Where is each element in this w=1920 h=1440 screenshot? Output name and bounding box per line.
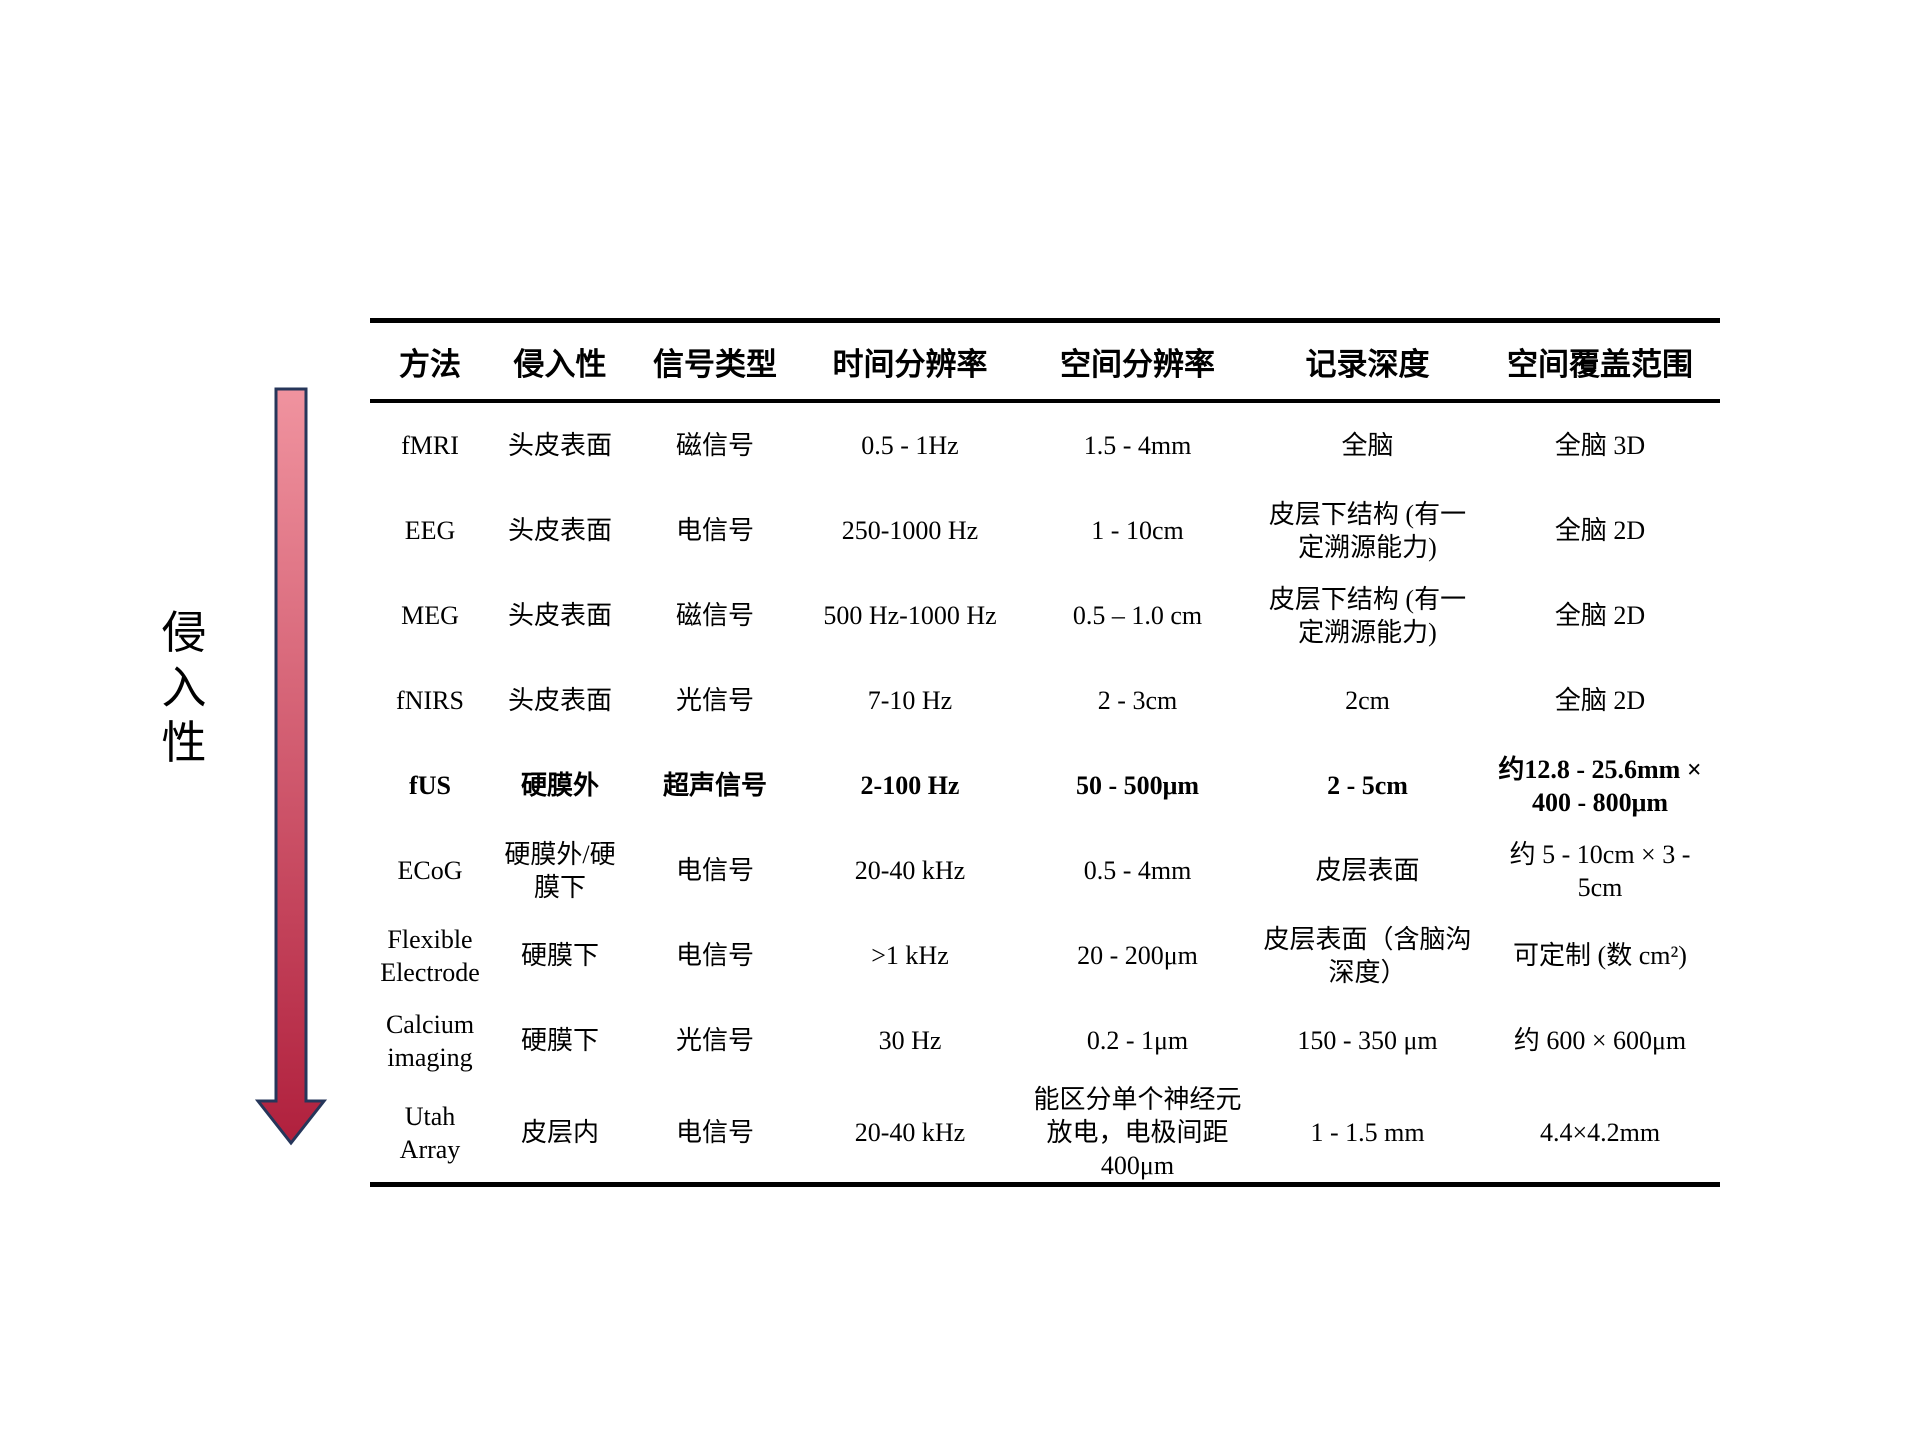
- table-cell: 电信号: [675, 941, 754, 970]
- table-cell: 250-1000 Hz: [841, 516, 979, 545]
- table-cell: 磁信号: [675, 601, 754, 630]
- table-cell: 4.4×4.2mm: [1539, 1118, 1661, 1147]
- table-cell: 硬膜下: [520, 941, 599, 970]
- table-cell: 可定制 (数 cm²): [1513, 941, 1687, 970]
- table-cell: 硬膜下: [520, 1026, 599, 1055]
- table-cell: 电信号: [675, 856, 754, 885]
- table-row-fmri: fMRI 头皮表面 磁信号 0.5 - 1Hz 1.5 - 4mm 全脑 全脑 …: [370, 401, 1720, 488]
- method-cell: Utah Array: [399, 1101, 461, 1164]
- table-cell: 0.5 – 1.0 cm: [1072, 601, 1203, 630]
- method-cell: fNIRS: [396, 686, 464, 715]
- table-row-flexible-electrode: Flexible Electrode 硬膜下 电信号 >1 kHz 20 - 2…: [370, 913, 1720, 998]
- table-cell: 约12.8 - 25.6mm × 400 - 800μm: [1498, 754, 1702, 817]
- table-cell: >1 kHz: [871, 941, 949, 970]
- table-cell: 皮层内: [520, 1118, 599, 1147]
- column-header-method: 方法: [370, 320, 490, 403]
- header-row: 方法 侵入性 信号类型 时间分辨率 空间分辨率 记录深度 空间覆盖范围: [370, 320, 1720, 403]
- table-row-fnirs: fNIRS 头皮表面 光信号 7-10 Hz 2 - 3cm 2cm 全脑 2D: [370, 658, 1720, 743]
- table-row-calcium-imaging: Calcium imaging 硬膜下 光信号 30 Hz 0.2 - 1μm …: [370, 998, 1720, 1083]
- method-cell: EEG: [404, 516, 456, 545]
- table-cell: 全脑 2D: [1554, 516, 1646, 545]
- table-cell: 20-40 kHz: [854, 856, 966, 885]
- table-cell: 光信号: [675, 686, 754, 715]
- table-row-ecog: ECoG 硬膜外/硬膜下 电信号 20-40 kHz 0.5 - 4mm 皮层表…: [370, 828, 1720, 913]
- table-cell: 0.5 - 4mm: [1083, 856, 1192, 885]
- table-cell: 1 - 10cm: [1091, 516, 1184, 545]
- table-cell: 皮层下结构 (有一定溯源能力): [1268, 499, 1467, 562]
- method-comparison-table: 方法 侵入性 信号类型 时间分辨率 空间分辨率 记录深度 空间覆盖范围 fMRI…: [370, 318, 1720, 1187]
- table-cell: 头皮表面: [507, 516, 612, 545]
- table-cell: 超声信号: [662, 771, 767, 800]
- table-cell: 硬膜外: [520, 771, 599, 800]
- table-cell: 2cm: [1345, 686, 1390, 715]
- invasiveness-axis-label: 侵入性: [161, 608, 207, 768]
- table-cell: 全脑 3D: [1554, 431, 1646, 460]
- column-header-spatial-coverage: 空间覆盖范围: [1480, 320, 1720, 403]
- table-cell: 150 - 350 μm: [1297, 1026, 1438, 1055]
- column-header-spatial-resolution: 空间分辨率: [1020, 320, 1255, 403]
- table-cell: 2 - 3cm: [1097, 686, 1178, 715]
- table-cell: 500 Hz-1000 Hz: [823, 601, 997, 630]
- table-cell: 皮层表面（含脑沟深度）: [1263, 924, 1472, 987]
- table-cell: 全脑 2D: [1554, 601, 1646, 630]
- table-cell: 7-10 Hz: [867, 686, 953, 715]
- table-cell: 1 - 1.5 mm: [1310, 1118, 1425, 1147]
- table-cell: 光信号: [675, 1026, 754, 1055]
- table-cell: 30 Hz: [878, 1026, 942, 1055]
- table-cell: 0.2 - 1μm: [1086, 1026, 1189, 1055]
- method-cell: fUS: [409, 771, 451, 800]
- column-header-signal-type: 信号类型: [630, 320, 800, 403]
- table-cell: 硬膜外/硬膜下: [504, 839, 616, 902]
- table-row-meg: MEG 头皮表面 磁信号 500 Hz-1000 Hz 0.5 – 1.0 cm…: [370, 573, 1720, 658]
- table-cell: 1.5 - 4mm: [1083, 431, 1192, 460]
- table-cell: 头皮表面: [507, 601, 612, 630]
- table-cell: 20 - 200μm: [1077, 941, 1198, 970]
- table-cell: 头皮表面: [507, 686, 612, 715]
- table-cell: 约 5 - 10cm × 3 - 5cm: [1509, 839, 1691, 902]
- table-cell: 2-100 Hz: [860, 771, 960, 800]
- table-cell: 头皮表面: [507, 431, 612, 460]
- method-cell: MEG: [401, 601, 459, 630]
- table-cell: 约 600 × 600μm: [1513, 1026, 1687, 1055]
- column-header-recording-depth: 记录深度: [1255, 320, 1480, 403]
- table-cell: 50 - 500μm: [1075, 771, 1200, 800]
- table-row-utah-array: Utah Array 皮层内 电信号 20-40 kHz 能区分单个神经元放电，…: [370, 1083, 1720, 1185]
- table-cell: 能区分单个神经元放电，电极间距400μm: [1033, 1085, 1242, 1180]
- method-cell: fMRI: [401, 431, 459, 460]
- column-header-temporal-resolution: 时间分辨率: [800, 320, 1020, 403]
- column-header-invasiveness: 侵入性: [490, 320, 630, 403]
- table-cell: 电信号: [675, 1118, 754, 1147]
- table-cell: 皮层下结构 (有一定溯源能力): [1268, 584, 1467, 647]
- method-cell: ECoG: [397, 856, 463, 885]
- invasiveness-arrow-icon: [254, 387, 328, 1146]
- table-cell: 电信号: [675, 516, 754, 545]
- table-cell: 20-40 kHz: [854, 1118, 966, 1147]
- invasiveness-arrow-shape: [254, 387, 328, 1146]
- method-cell: Calcium imaging: [385, 1009, 475, 1072]
- table-row-eeg: EEG 头皮表面 电信号 250-1000 Hz 1 - 10cm 皮层下结构 …: [370, 488, 1720, 573]
- table-cell: 0.5 - 1Hz: [861, 431, 959, 460]
- table-cell: 皮层表面: [1315, 856, 1420, 885]
- table-cell: 2 - 5cm: [1327, 771, 1408, 800]
- method-cell: Flexible Electrode: [380, 924, 480, 987]
- table-cell: 全脑 2D: [1554, 686, 1646, 715]
- table-cell: 磁信号: [675, 431, 754, 460]
- table-row-fus: fUS 硬膜外 超声信号 2-100 Hz 50 - 500μm 2 - 5cm…: [370, 743, 1720, 828]
- table-cell: 全脑: [1341, 431, 1394, 460]
